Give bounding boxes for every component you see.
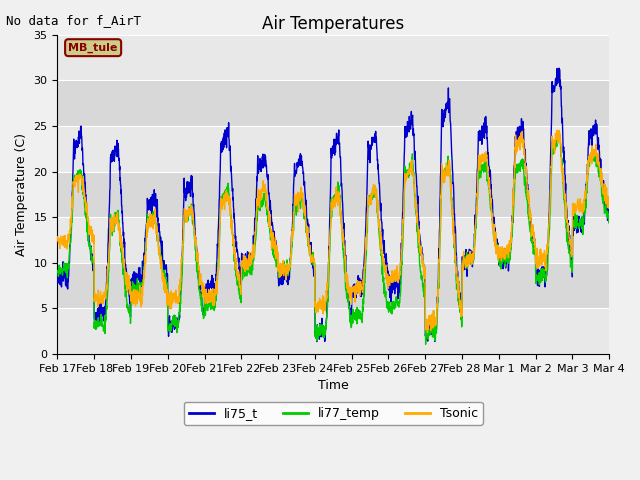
Line: Tsonic: Tsonic (58, 130, 609, 333)
Text: MB_tule: MB_tule (68, 43, 118, 53)
Bar (58, 126, 609, 171)
li75_t (494, 240, 502, 246)
Tsonic (349, 288, 357, 294)
Legend: li75_t, li77_temp, Tsonic: li75_t, li77_temp, Tsonic (184, 402, 483, 425)
li75_t (605, 220, 613, 226)
Bar (58, 171, 609, 217)
Tsonic (54, 236, 61, 242)
Tsonic (605, 204, 613, 210)
li75_t (557, 84, 564, 89)
li75_t (362, 234, 369, 240)
Tsonic (553, 127, 561, 133)
Tsonic (572, 206, 580, 212)
Bar (58, 309, 609, 354)
li77_temp (605, 211, 613, 217)
X-axis label: Time: Time (318, 379, 349, 392)
li77_temp (361, 275, 369, 280)
Bar (58, 263, 609, 309)
Tsonic (361, 262, 369, 267)
Bar (58, 217, 609, 263)
li75_t (572, 226, 580, 231)
Line: li77_temp: li77_temp (58, 133, 609, 344)
li77_temp (556, 131, 563, 136)
li77_temp (349, 306, 357, 312)
li77_temp (557, 154, 564, 159)
li75_t (555, 65, 563, 71)
li77_temp (422, 341, 429, 347)
li77_temp (572, 224, 580, 230)
li75_t (54, 279, 61, 285)
li75_t (313, 339, 321, 345)
Title: Air Temperatures: Air Temperatures (262, 15, 404, 33)
Y-axis label: Air Temperature (C): Air Temperature (C) (15, 133, 28, 256)
Tsonic (494, 255, 502, 261)
Bar (58, 80, 609, 126)
li77_temp (54, 268, 61, 274)
Line: li75_t: li75_t (58, 68, 609, 342)
Bar (58, 35, 609, 80)
li77_temp (207, 301, 215, 307)
li77_temp (494, 254, 502, 260)
Tsonic (207, 289, 215, 295)
li75_t (207, 284, 215, 290)
Tsonic (424, 330, 431, 336)
li75_t (349, 294, 357, 300)
Tsonic (557, 143, 564, 148)
Text: No data for f_AirT: No data for f_AirT (6, 14, 141, 27)
